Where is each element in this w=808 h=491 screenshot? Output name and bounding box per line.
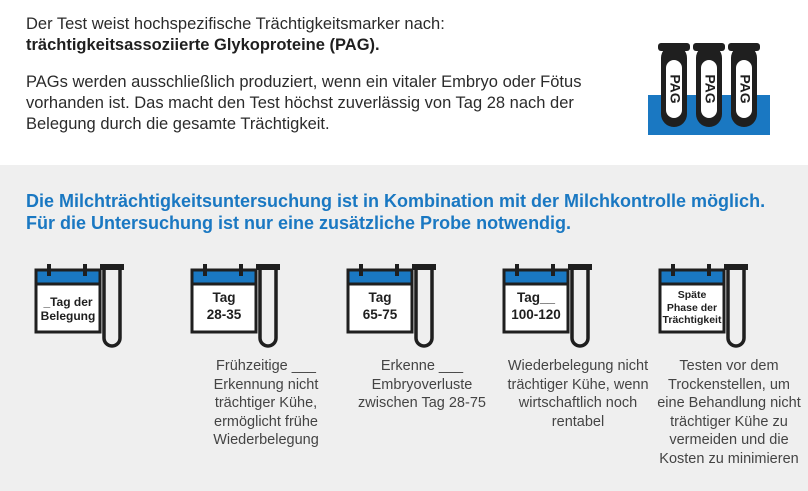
section-headline: Die Milchträchtigkeitsuntersuchung ist i… — [26, 191, 766, 233]
intro-line-1: Der Test weist hochspezifische Trächtigk… — [26, 15, 445, 33]
calendar-label-line-1: Tag — [212, 290, 236, 305]
step-description: Erkenne ___ Embryoverluste zwischen Tag … — [358, 358, 486, 411]
intro-text: Der Test weist hochspezifische Trächtigk… — [26, 14, 616, 135]
calendar-label-line-2: 65-75 — [362, 307, 398, 322]
timeline-step-5: Späte Phase der Trächtigkeit Testen vor … — [654, 262, 808, 487]
calendar-tube-icon — [34, 264, 124, 348]
calendar-label-line-1: Tag — [368, 290, 392, 305]
calendar-tube-icon — [502, 264, 592, 348]
intro-paragraph-2: PAGs werden ausschließlich produziert, w… — [26, 73, 582, 133]
calendar-label-line-2: Phase der — [666, 301, 718, 314]
timeline-section: Die Milchträchtigkeitsuntersuchung ist i… — [0, 165, 808, 491]
step-description: Wiederbelegung nicht trächtiger Kühe, we… — [507, 358, 649, 430]
tube-3-icon: PAG — [728, 43, 760, 127]
calendar-label-line-2: Belegung — [40, 309, 96, 323]
calendar-tube-icon — [658, 264, 748, 348]
tube-label-3: PAG — [737, 74, 753, 103]
tube-label-1: PAG — [667, 74, 683, 103]
calendar-label-line-2: 28-35 — [206, 307, 242, 322]
calendar-label-line-1: Späte — [677, 289, 707, 301]
calendar-tube-icon — [190, 264, 280, 348]
timeline-step-2: Tag 28-35 Frühzeitige ___ Erkennung nich… — [186, 262, 346, 487]
timeline-step-3: Tag 65-75 Erkenne ___ Embryoverluste zwi… — [342, 262, 502, 487]
tube-label-2: PAG — [702, 74, 718, 103]
calendar-label-line-1: _Tag der — [43, 295, 93, 309]
calendar-label-line-3: Trächtigkeit — [662, 314, 722, 326]
timeline-step-1: _Tag der Belegung — [30, 262, 190, 487]
tube-2-icon: PAG — [693, 43, 725, 127]
calendar-label-line-1: Tag__ — [516, 290, 555, 305]
intro-section: Der Test weist hochspezifische Trächtigk… — [0, 0, 808, 165]
step-description: Testen vor dem Trockenstellen, um eine B… — [657, 358, 801, 467]
timeline-step-4: Tag__ 100-120 Wiederbelegung nicht träch… — [498, 262, 658, 487]
tube-1-icon: PAG — [658, 43, 690, 127]
calendar-tube-icon — [346, 264, 436, 348]
calendar-label-line-2: 100-120 — [511, 307, 561, 322]
pag-test-tubes-icon: PAG PAG PAG — [648, 43, 770, 135]
intro-line-2-bold: trächtigkeitsassoziierte Glykoproteine (… — [26, 36, 380, 54]
step-description: Frühzeitige ___ Erkennung nicht trächtig… — [213, 358, 319, 448]
